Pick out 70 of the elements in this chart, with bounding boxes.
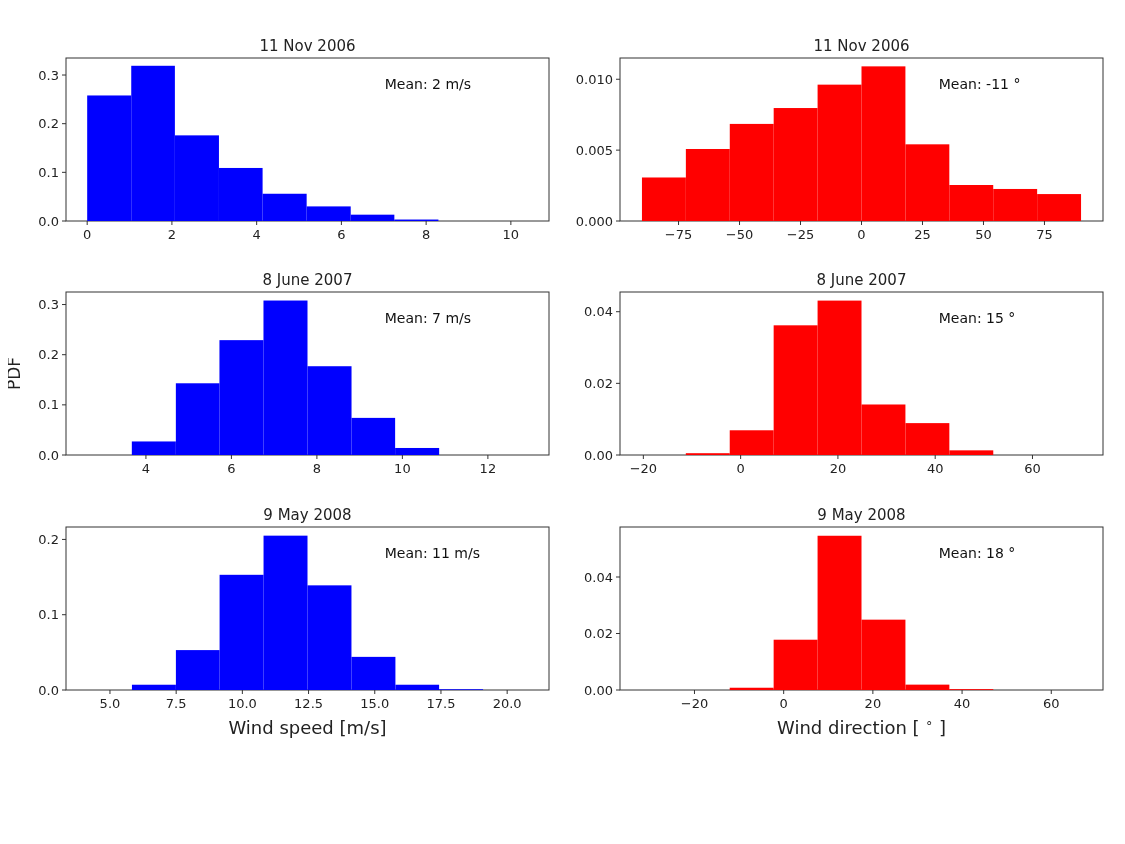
annotation: Mean: 18 ° xyxy=(938,544,1016,561)
x-tick-label: −20 xyxy=(629,461,658,476)
x-tick-label: 17.5 xyxy=(426,696,456,711)
y-tick-label: 0.3 xyxy=(38,297,59,313)
y-tick-label: 0.005 xyxy=(575,142,613,158)
x-tick-label: −25 xyxy=(786,227,815,242)
x-tick-label: −75 xyxy=(664,227,693,242)
x-tick-label: 12 xyxy=(479,461,497,476)
x-tick-label: 2 xyxy=(167,227,177,242)
y-tick-label: 0.2 xyxy=(38,531,59,547)
y-tick-label: 0.000 xyxy=(575,213,613,229)
y-tick-label: 0.00 xyxy=(584,447,613,463)
y-tick-label: 0.04 xyxy=(584,304,613,320)
chart-title: 8 June 2007 xyxy=(262,271,353,289)
x-tick-label: 40 xyxy=(926,461,944,476)
x-tick-label: 6 xyxy=(227,461,236,476)
x-tick-label: 6 xyxy=(337,227,346,242)
y-tick-label: 0.010 xyxy=(575,71,613,87)
x-tick-label: 0 xyxy=(736,461,745,476)
x-tick-label: 5.0 xyxy=(99,696,121,711)
chart-title: 11 Nov 2006 xyxy=(813,37,910,55)
y-tick-label: 0.02 xyxy=(584,375,613,391)
x-tick-label: 12.5 xyxy=(294,696,324,711)
x-tick-label: −20 xyxy=(680,696,709,711)
x-tick-label: 10.0 xyxy=(227,696,257,711)
y-tick-label: 0.1 xyxy=(38,397,59,413)
annotation: Mean: 2 m/s xyxy=(384,75,472,92)
y-tick-label: 0.1 xyxy=(38,164,59,180)
x-tick-label: 7.5 xyxy=(165,696,187,711)
x-tick-label: 10 xyxy=(394,461,411,476)
y-axis-title: PDF xyxy=(4,356,24,391)
y-tick-label: 0.0 xyxy=(38,213,59,229)
y-tick-label: 0.04 xyxy=(584,569,613,585)
y-tick-label: 0.0 xyxy=(38,682,59,698)
y-tick-label: 0.0 xyxy=(38,447,59,463)
y-tick-label: 0.1 xyxy=(38,607,59,623)
x-tick-label: 15.0 xyxy=(360,696,390,711)
x-tick-label: −50 xyxy=(725,227,754,242)
y-tick-label: 0.3 xyxy=(38,67,59,83)
y-tick-label: 0.2 xyxy=(38,347,59,363)
x-tick-label: 10 xyxy=(502,227,520,242)
annotation: Mean: -11 ° xyxy=(938,75,1021,92)
chart-title: 8 June 2007 xyxy=(816,271,907,289)
chart-title: 9 May 2008 xyxy=(817,506,906,524)
x-tick-label: 25 xyxy=(914,227,931,242)
x-tick-label: 20 xyxy=(864,696,882,711)
annotation: Mean: 15 ° xyxy=(938,309,1016,326)
chart-title: 11 Nov 2006 xyxy=(259,37,356,55)
x-tick-label: 75 xyxy=(1036,227,1053,242)
annotation: Mean: 11 m/s xyxy=(384,544,481,561)
x-tick-label: 0 xyxy=(83,227,92,242)
x-tick-label: 20 xyxy=(829,461,847,476)
x-tick-label: 60 xyxy=(1042,696,1060,711)
x-tick-label: 0 xyxy=(779,696,788,711)
x-tick-label: 20.0 xyxy=(492,696,522,711)
x-tick-label: 8 xyxy=(312,461,322,476)
x-axis-title: Wind direction [ $^{∘}$ ] xyxy=(777,714,946,738)
y-tick-label: 0.2 xyxy=(38,116,59,132)
x-tick-label: 50 xyxy=(975,227,992,242)
chart-title: 9 May 2008 xyxy=(263,506,352,524)
x-tick-label: 40 xyxy=(953,696,971,711)
x-tick-label: 4 xyxy=(252,227,261,242)
x-tick-label: 4 xyxy=(141,461,151,476)
y-tick-label: 0.02 xyxy=(584,626,613,642)
x-tick-label: 8 xyxy=(421,227,431,242)
y-tick-label: 0.00 xyxy=(584,682,613,698)
x-tick-label: 0 xyxy=(857,227,866,242)
x-axis-title: Wind speed [m/s] xyxy=(228,717,387,738)
x-tick-label: 60 xyxy=(1024,461,1041,476)
annotation: Mean: 7 m/s xyxy=(384,309,472,326)
